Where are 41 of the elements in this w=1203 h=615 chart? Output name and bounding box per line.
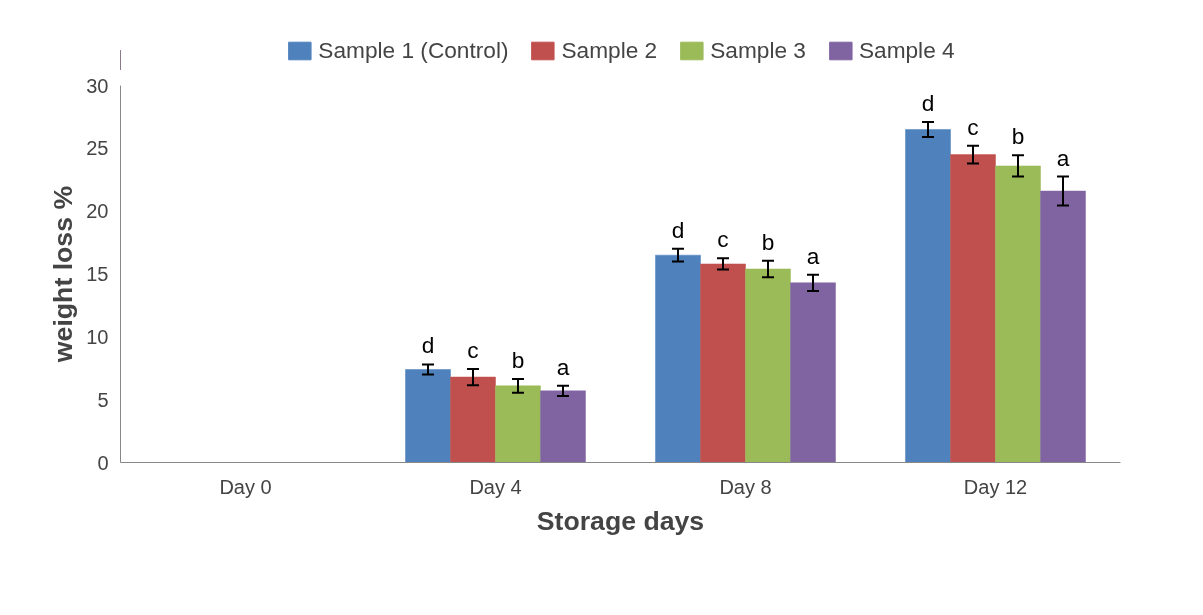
bar <box>495 385 541 463</box>
x-tick-label: Day 12 <box>963 475 1028 498</box>
y-tick-label: 0 <box>97 451 109 474</box>
y-axis-title: weight loss % <box>48 185 79 364</box>
bar <box>540 390 586 463</box>
y-tick-label: 30 <box>86 74 109 97</box>
x-tick-label: Day 4 <box>469 475 522 498</box>
y-tick-label: 25 <box>86 137 109 160</box>
data-label: b <box>761 228 775 255</box>
bar <box>700 263 746 463</box>
bar <box>905 129 951 463</box>
bar <box>655 254 701 463</box>
bar <box>790 282 836 463</box>
x-axis-title: Storage days <box>536 505 705 536</box>
data-label: d <box>921 89 935 116</box>
bar <box>995 165 1041 463</box>
data-label: c <box>467 336 479 363</box>
data-label: b <box>1011 123 1025 150</box>
bar <box>745 268 791 463</box>
y-tick-label: 10 <box>86 325 109 348</box>
x-tick-label: Day 8 <box>719 475 772 498</box>
data-label: a <box>556 353 570 380</box>
data-label: d <box>421 332 435 359</box>
y-tick-label: 15 <box>86 263 109 285</box>
legend-label: Sample 2 <box>561 36 658 64</box>
data-label: c <box>967 113 979 140</box>
data-label: b <box>511 346 525 373</box>
bar <box>1040 190 1086 463</box>
bar <box>950 154 996 463</box>
data-label: a <box>1056 144 1070 171</box>
legend-label: Sample 3 <box>710 36 806 64</box>
legend-label: Sample 1 (Control) <box>318 36 509 64</box>
x-tick-label: Day 0 <box>219 475 272 498</box>
data-label: c <box>717 226 729 253</box>
data-label: d <box>671 216 685 243</box>
y-tick-label: 20 <box>86 200 109 223</box>
y-tick-label: 5 <box>97 388 109 411</box>
legend-label: Sample 4 <box>858 36 955 64</box>
data-label: a <box>806 242 820 269</box>
bar <box>405 369 451 463</box>
bar <box>450 376 496 463</box>
